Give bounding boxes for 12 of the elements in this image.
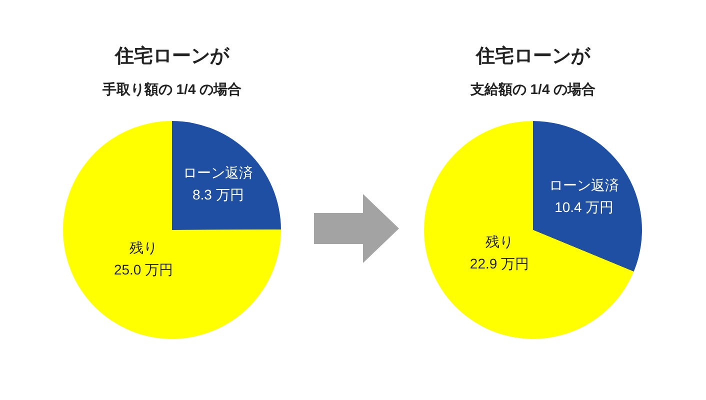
slice-label: 残り [130,240,158,256]
chart-subtitle: 手取り額の 1/4 の場合 [101,81,242,97]
data-label: 10.4 万円 [554,198,614,215]
chart-title: 住宅ローンが [114,45,230,67]
chart-subtitle: 支給額の 1/4 の場合 [469,81,596,97]
data-label: 25.0 万円 [114,262,174,278]
chart-title: 住宅ローンが [475,45,591,67]
slice-label: ローン返済 [183,164,254,181]
slice-label: ローン返済 [549,176,620,193]
data-label: 22.9 万円 [470,255,530,272]
data-label: 8.3 万円 [192,186,244,203]
slice-label: 残り [485,233,514,250]
